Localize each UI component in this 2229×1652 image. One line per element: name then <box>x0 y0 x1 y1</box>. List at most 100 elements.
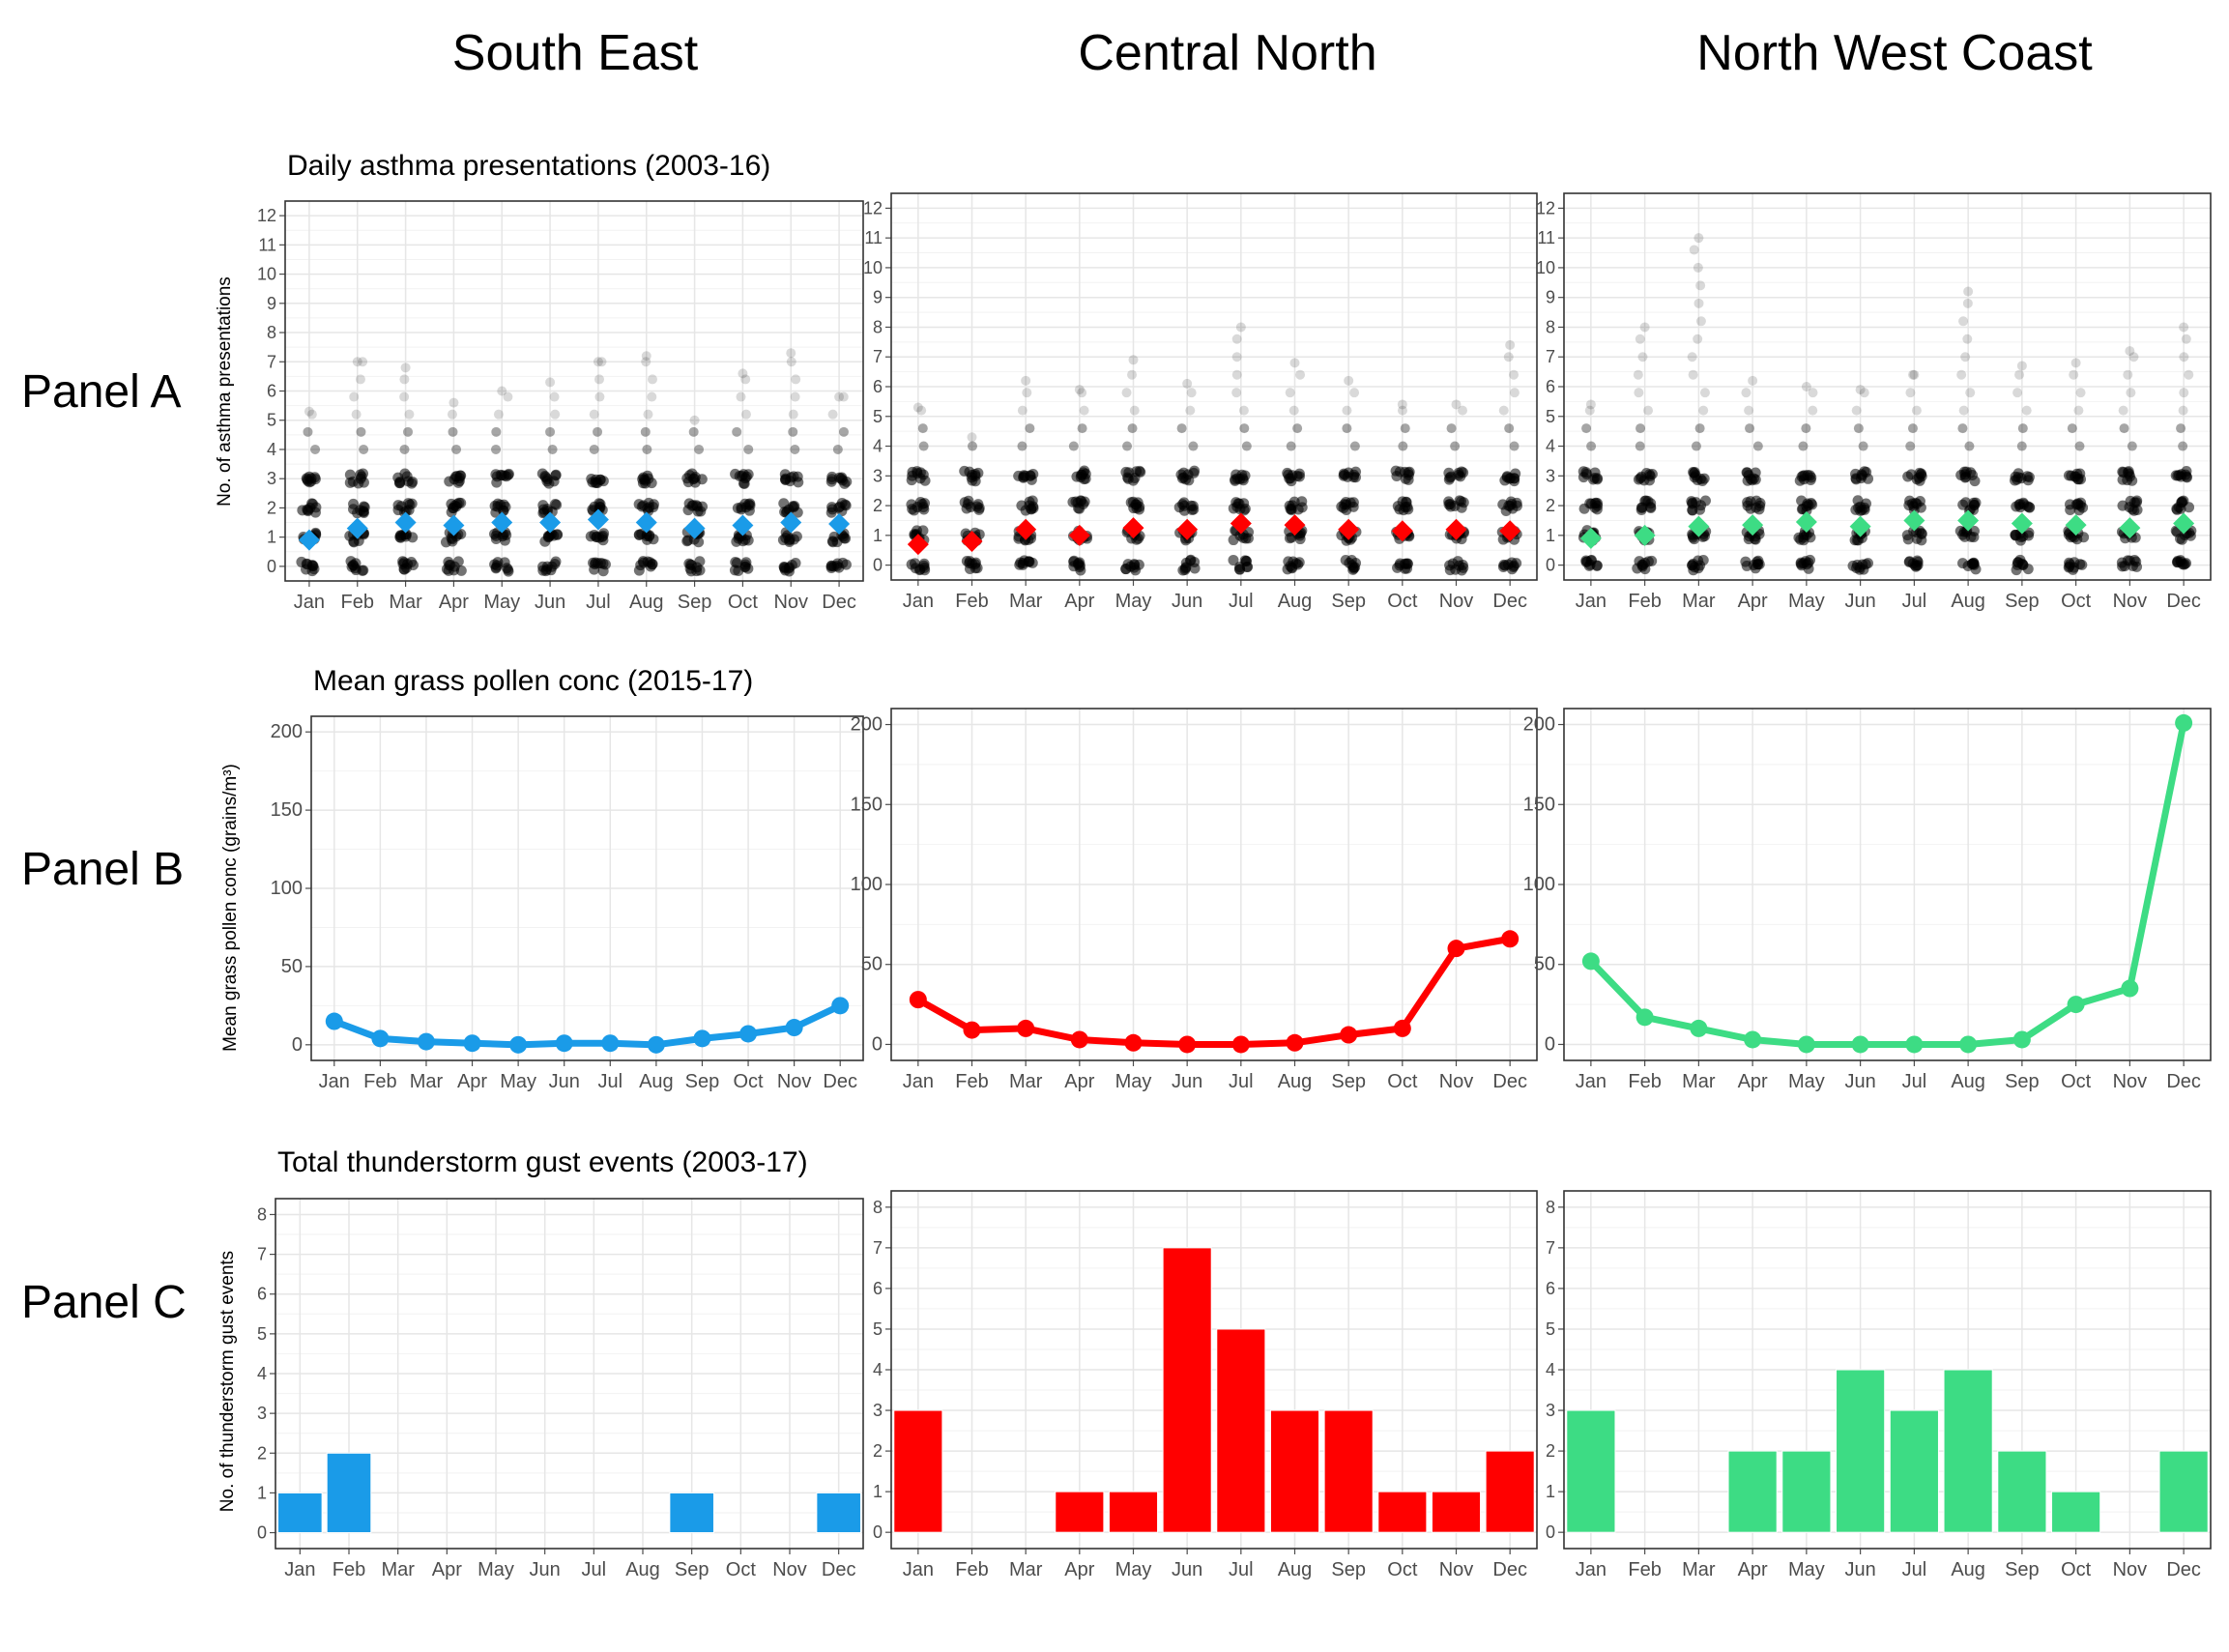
data-point <box>2119 561 2130 572</box>
data-point <box>1397 405 1407 416</box>
mean-marker-jul <box>587 508 609 531</box>
x-tick-label-sep: Sep <box>2005 591 2040 612</box>
data-point <box>1242 533 1254 544</box>
data-point <box>2011 501 2022 512</box>
line-point-sep <box>693 1029 711 1048</box>
mean-marker-aug <box>1957 509 1980 532</box>
data-point <box>1286 441 1296 451</box>
line-point-feb <box>371 1029 390 1048</box>
data-point <box>685 560 697 571</box>
data-point <box>1231 352 1242 362</box>
x-tick-label-may: May <box>483 592 520 613</box>
x-tick-label-nov: Nov <box>2113 1559 2148 1580</box>
data-point <box>1286 476 1297 487</box>
data-point <box>1340 555 1351 566</box>
data-point <box>788 409 798 420</box>
data-point <box>1238 498 1250 509</box>
y-tick-label: 6 <box>873 1279 883 1298</box>
data-point-max <box>1505 339 1516 350</box>
x-tick-label-jun: Jun <box>1172 1071 1202 1092</box>
line-point-mar <box>1017 1019 1035 1037</box>
data-point <box>491 426 502 437</box>
line-point-aug <box>1286 1033 1304 1052</box>
data-point <box>453 476 465 487</box>
x-tick-label-jun: Jun <box>1845 1559 1876 1580</box>
data-point <box>964 556 975 567</box>
data-point <box>1079 405 1089 416</box>
data-point <box>1392 562 1404 573</box>
x-tick-label-dec: Dec <box>2166 1071 2201 1092</box>
data-point <box>730 557 741 568</box>
data-point <box>2063 470 2074 481</box>
mean-marker-apr <box>1068 524 1090 546</box>
data-point <box>1127 369 1138 380</box>
x-tick-label-aug: Aug <box>1951 1071 1985 1092</box>
data-point <box>826 536 838 547</box>
data-point-max <box>2179 322 2189 333</box>
data-point <box>643 409 653 420</box>
data-point <box>1851 405 1862 416</box>
data-point <box>643 473 654 484</box>
data-point <box>2119 423 2129 434</box>
line-point-apr <box>1070 1030 1088 1049</box>
bar-nov <box>1431 1491 1482 1533</box>
data-point <box>681 536 693 547</box>
x-tick-label-oct: Oct <box>2061 591 2092 612</box>
mean-marker-sep <box>1338 518 1360 540</box>
data-point <box>594 498 606 509</box>
data-point <box>740 374 751 385</box>
data-point <box>918 558 930 569</box>
bar-jan <box>1566 1409 1616 1533</box>
x-tick-label-oct: Oct <box>1387 1071 1418 1092</box>
data-point <box>641 357 651 367</box>
mean-marker-sep <box>2011 512 2033 535</box>
x-tick-label-sep: Sep <box>1331 591 1366 612</box>
x-tick-label-aug: Aug <box>1951 591 1985 612</box>
mean-marker-dec <box>1499 520 1521 542</box>
y-tick-label: 0 <box>257 1523 267 1543</box>
data-point <box>1911 560 1923 571</box>
plot-border <box>284 200 864 582</box>
y-tick-label: 7 <box>1546 1238 1555 1258</box>
data-point <box>1958 316 1969 327</box>
data-point <box>355 374 365 385</box>
data-point <box>1589 467 1601 478</box>
data-point <box>1586 441 1597 451</box>
y-tick-label: 50 <box>861 954 883 975</box>
y-tick-label: 10 <box>863 258 883 277</box>
x-tick-label-feb: Feb <box>1628 591 1661 612</box>
x-tick-label-feb: Feb <box>363 1071 396 1092</box>
data-point <box>594 374 605 385</box>
data-point <box>791 374 801 385</box>
data-point <box>2021 405 2032 416</box>
data-point <box>403 426 414 437</box>
data-point <box>1851 535 1863 546</box>
data-point <box>1795 557 1807 568</box>
mean-marker-jun <box>1176 518 1199 540</box>
data-point <box>1905 388 1916 398</box>
data-point <box>786 357 796 367</box>
data-point <box>1859 502 1870 513</box>
x-tick-label-dec: Dec <box>822 1559 856 1580</box>
data-point <box>306 565 318 577</box>
data-point <box>1750 474 1761 485</box>
y-tick-label: 0 <box>292 1034 303 1056</box>
data-point-max <box>689 415 700 425</box>
data-point-max <box>1693 233 1704 244</box>
y-tick-label: 7 <box>267 352 276 371</box>
data-point <box>2123 369 2133 380</box>
data-point <box>2131 505 2143 516</box>
data-point <box>1916 535 1927 546</box>
y-tick-label: 2 <box>1546 1441 1555 1461</box>
data-point <box>397 556 409 567</box>
mean-marker-may <box>491 511 513 534</box>
x-tick-label-nov: Nov <box>1439 591 1474 612</box>
data-point <box>1129 405 1140 416</box>
data-point <box>633 529 645 540</box>
data-point <box>1965 388 1976 398</box>
mean-marker-mar <box>394 511 417 534</box>
line-point-jun <box>1178 1035 1197 1054</box>
data-point <box>694 565 706 576</box>
scatter-points <box>296 348 853 577</box>
mean-marker-may <box>1795 511 1817 533</box>
